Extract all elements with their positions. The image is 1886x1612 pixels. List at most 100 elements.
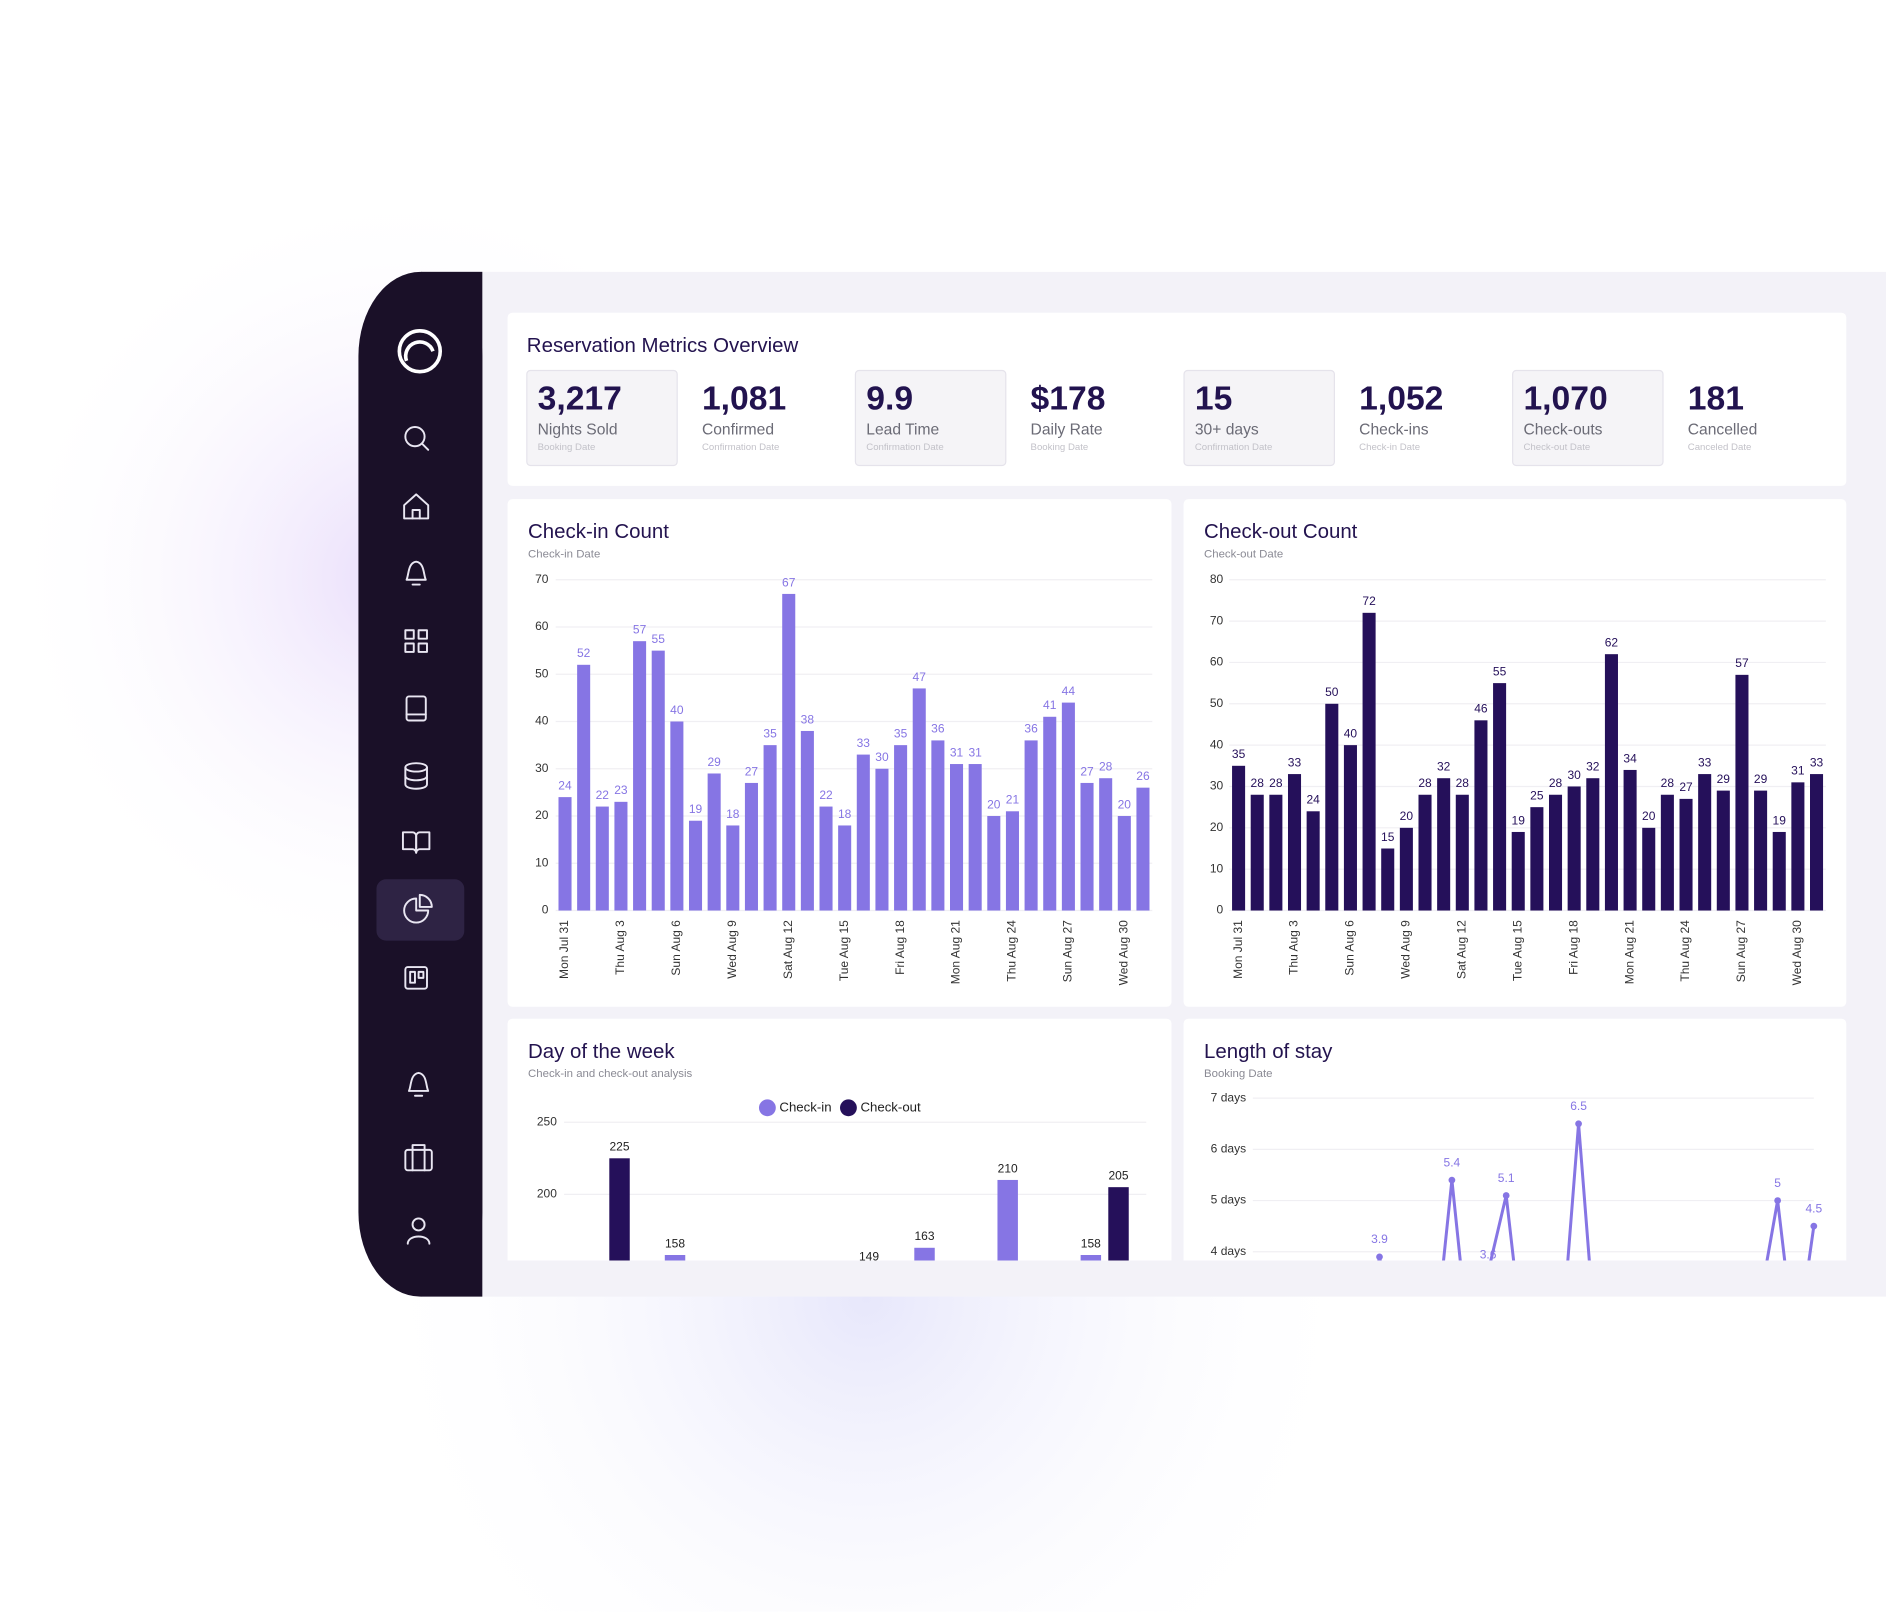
bar <box>1108 1187 1129 1261</box>
y-tick-label: 20 <box>1210 820 1224 834</box>
data-label: 27 <box>745 764 759 778</box>
bell-icon[interactable] <box>405 560 427 586</box>
user-icon[interactable] <box>406 1217 431 1245</box>
data-label: 38 <box>801 712 815 726</box>
metric-sublabel: Booking Date <box>538 442 596 453</box>
bar <box>1399 827 1413 911</box>
bar <box>1474 720 1488 911</box>
y-tick-label: 50 <box>1210 696 1224 710</box>
metric-sublabel: Canceled Date <box>1688 442 1752 453</box>
x-tick-label: Wed Aug 9 <box>725 920 739 979</box>
point <box>1376 1253 1383 1261</box>
notification-icon[interactable] <box>407 1071 430 1097</box>
data-label: 28 <box>1269 776 1283 790</box>
metric-sublabel: Confirmation Date <box>1195 442 1272 453</box>
metric-value: $178 <box>1031 380 1106 417</box>
x-tick-label: Sun Aug 6 <box>1343 920 1357 976</box>
bar <box>1810 774 1824 911</box>
legend-label: Check-out <box>860 1099 921 1114</box>
y-tick-label: 30 <box>535 761 549 775</box>
data-label: 28 <box>1099 760 1113 774</box>
y-tick-label: 200 <box>537 1187 557 1201</box>
bar <box>856 754 870 911</box>
x-tick-label: Mon Aug 21 <box>949 920 963 984</box>
y-tick-label: 0 <box>1217 903 1224 917</box>
docs-icon[interactable] <box>401 831 431 854</box>
bar <box>875 768 889 911</box>
bar <box>1418 794 1432 911</box>
data-label: 33 <box>1810 755 1824 769</box>
y-tick-label: 0 <box>542 903 549 917</box>
x-tick-label: Sat Aug 12 <box>1454 920 1468 979</box>
legend-label: Check-in <box>779 1099 831 1114</box>
legend-swatch <box>758 1099 776 1117</box>
bar <box>1343 745 1357 911</box>
briefcase-icon[interactable] <box>404 1144 433 1172</box>
data-label: 40 <box>1344 726 1358 740</box>
point <box>1448 1176 1456 1184</box>
data-label: 149 <box>859 1249 879 1263</box>
bar <box>1437 778 1451 911</box>
data-label: 20 <box>1118 797 1132 811</box>
bar <box>1735 674 1749 911</box>
bar <box>1660 794 1674 911</box>
bar <box>1586 778 1600 911</box>
board-icon[interactable] <box>404 966 428 990</box>
bar <box>614 801 628 911</box>
bar <box>688 820 703 911</box>
database-icon[interactable] <box>404 762 428 790</box>
metric-tile <box>1512 369 1664 467</box>
data-label: 18 <box>838 807 852 821</box>
metric-tile <box>1183 369 1335 467</box>
metric-sublabel: Booking Date <box>1031 442 1089 453</box>
y-tick-label: 20 <box>535 808 549 822</box>
bar <box>558 797 572 911</box>
grid-icon[interactable] <box>404 629 428 653</box>
data-label: 27 <box>1679 780 1693 794</box>
home-icon[interactable] <box>403 493 430 520</box>
bar <box>1530 807 1544 911</box>
data-label: 3.6 <box>1480 1248 1497 1262</box>
x-tick-label: Wed Aug 9 <box>1399 920 1413 979</box>
bar <box>1754 790 1768 911</box>
bar <box>1099 778 1113 911</box>
bar <box>1791 782 1805 911</box>
y-tick-label: 40 <box>1210 737 1224 751</box>
bar <box>950 764 964 911</box>
data-label: 57 <box>1735 656 1749 670</box>
bar <box>1232 765 1246 911</box>
point <box>1774 1197 1781 1204</box>
y-tick-label: 6 days <box>1211 1142 1246 1156</box>
y-tick-label: 4 days <box>1211 1244 1246 1258</box>
data-label: 44 <box>1062 684 1076 698</box>
search-icon[interactable] <box>404 426 430 451</box>
x-tick-label: Mon Jul 31 <box>1231 920 1245 979</box>
bar <box>1511 831 1525 911</box>
metric-value: 15 <box>1195 380 1232 417</box>
data-label: 35 <box>1232 747 1246 761</box>
y-tick-label: 5 days <box>1211 1193 1246 1207</box>
chart-title: Day of the week <box>528 1040 675 1063</box>
data-label: 158 <box>665 1236 685 1250</box>
data-label: 28 <box>1418 776 1432 790</box>
bar <box>1080 782 1094 911</box>
y-tick-label: 70 <box>1210 613 1224 627</box>
bar <box>1679 798 1693 911</box>
bar <box>1024 740 1038 911</box>
data-label: 36 <box>931 722 945 736</box>
analytics-icon[interactable] <box>403 893 433 924</box>
data-label: 57 <box>633 623 647 637</box>
sidebar <box>420 271 483 1297</box>
data-label: 31 <box>950 745 964 759</box>
bar <box>577 664 591 911</box>
bar <box>1005 811 1019 911</box>
metric-label: Confirmed <box>702 422 774 439</box>
data-label: 24 <box>558 778 572 792</box>
data-label: 67 <box>782 575 796 589</box>
book-icon[interactable] <box>405 695 427 722</box>
bar <box>1381 848 1395 911</box>
metric-tile <box>854 369 1007 467</box>
data-label: 22 <box>819 788 833 802</box>
